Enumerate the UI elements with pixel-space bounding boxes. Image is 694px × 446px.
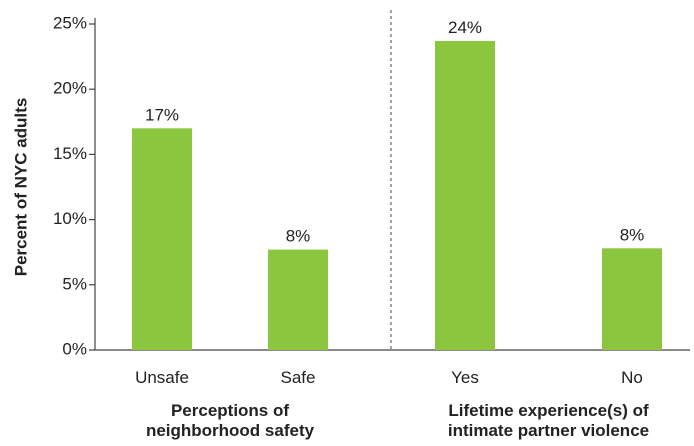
y-tick-label: 10% [53, 209, 87, 228]
bars [132, 40, 662, 351]
axes [94, 10, 690, 351]
y-tick-label: 20% [53, 79, 87, 98]
bar-yes [435, 40, 495, 351]
y-tick-label: 5% [62, 274, 87, 293]
group-label-line: Lifetime experience(s) of [448, 401, 649, 420]
bar-unsafe [132, 128, 192, 350]
data-label-no: 8% [620, 225, 645, 244]
data-label-unsafe: 17% [145, 105, 179, 124]
x-axis-categories: Unsafe Safe Yes No [135, 368, 643, 387]
group-label-line: neighborhood safety [146, 421, 315, 440]
category-label-no: No [621, 368, 643, 387]
data-label-safe: 8% [286, 227, 311, 246]
y-tick-label: 0% [62, 339, 87, 358]
bar-no [602, 248, 662, 350]
group-label-line: Perceptions of [171, 401, 289, 420]
group-label-line: intimate partner violence [448, 421, 649, 440]
y-axis-label: Percent of NYC adults [11, 98, 30, 277]
category-label-safe: Safe [281, 368, 316, 387]
data-label-yes: 24% [448, 18, 482, 37]
bar-safe [268, 249, 328, 350]
y-tick-label: 15% [53, 144, 87, 163]
y-tick-label: 25% [53, 13, 87, 32]
category-label-unsafe: Unsafe [135, 368, 189, 387]
data-labels: 17% 8% 24% 8% [145, 18, 644, 246]
category-label-yes: Yes [451, 368, 479, 387]
y-axis-ticks: 0% 5% 10% 15% 20% 25% [53, 13, 95, 358]
